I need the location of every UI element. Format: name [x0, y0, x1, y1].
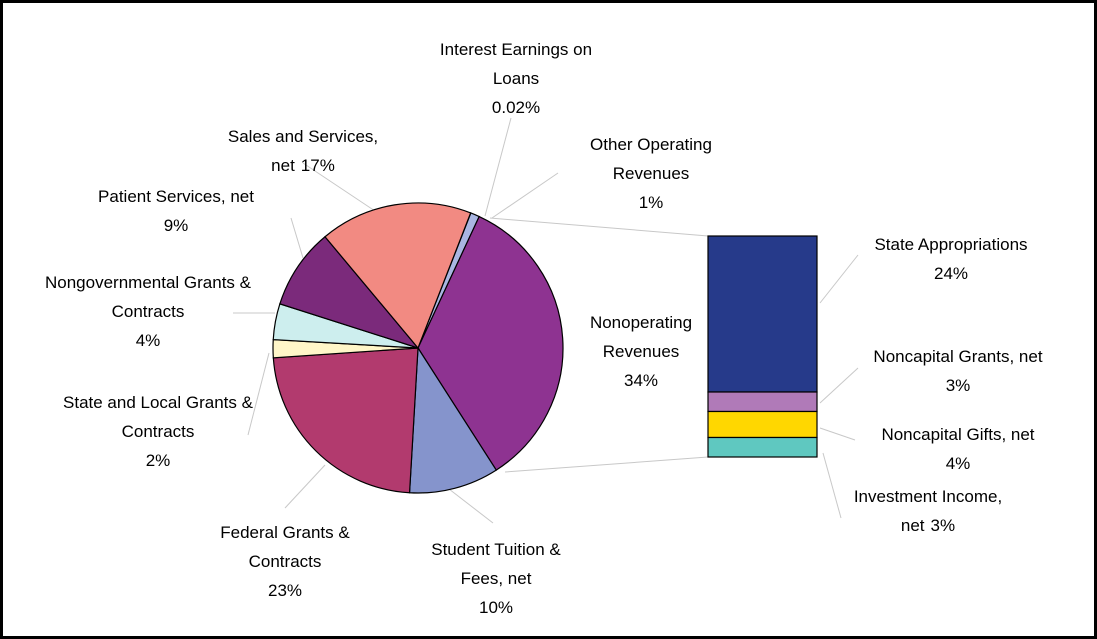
leader-line — [822, 452, 842, 519]
category-label: Noncapital Gifts, net — [881, 425, 1035, 444]
bar-segment — [707, 436, 818, 458]
category-label: State Appropriations — [874, 235, 1028, 254]
category-label: Investment Income, net — [853, 487, 1003, 535]
pie-slice — [417, 215, 564, 471]
data-label: Federal Grants & Contracts 23% — [205, 518, 365, 605]
value-label: 24% — [933, 264, 969, 283]
pie-slice — [408, 346, 498, 494]
value-label: 0.02% — [491, 98, 541, 117]
value-label: 3% — [945, 376, 971, 395]
value-label: 23% — [267, 581, 303, 600]
leader-lines — [233, 117, 859, 524]
value-label: 1% — [638, 193, 664, 212]
value-label: 4% — [945, 454, 971, 473]
category-label: Sales and Services, net — [227, 127, 379, 175]
data-label: Nongovernmental Grants & Contracts 4% — [38, 268, 258, 355]
leader-line — [819, 367, 859, 404]
bar-segment — [707, 235, 818, 393]
leader-line — [448, 488, 494, 524]
category-label: Other Operating Revenues — [590, 135, 712, 183]
leader-line — [484, 117, 512, 217]
leader-line — [302, 162, 382, 216]
category-label: Nongovernmental Grants & Contracts — [45, 273, 251, 321]
data-label: Nonoperating Revenues 34% — [571, 308, 711, 395]
value-label: 9% — [163, 216, 189, 235]
connector-line — [504, 456, 709, 473]
data-label: Student Tuition & Fees, net 10% — [411, 535, 581, 622]
value-label: 10% — [478, 598, 514, 617]
chart — [233, 117, 859, 524]
bar-segment — [707, 410, 818, 439]
category-label: State and Local Grants & Contracts — [63, 393, 253, 441]
category-label: Nonoperating Revenues — [589, 313, 693, 361]
value-label: 17% — [300, 156, 335, 175]
leader-line — [491, 172, 559, 219]
bar-segment — [707, 391, 818, 413]
data-label: Interest Earnings on Loans 0.02% — [426, 35, 606, 122]
category-label: Federal Grants & Contracts — [220, 523, 350, 571]
pie-slice — [324, 202, 472, 350]
pie-slice — [272, 347, 419, 494]
value-label: 4% — [135, 331, 161, 350]
leader-line — [819, 254, 859, 304]
value-label: 34% — [623, 371, 659, 390]
data-label: Noncapital Grants, net 3% — [848, 342, 1068, 400]
data-label: Sales and Services, net 17% — [218, 122, 388, 180]
leader-line — [290, 217, 304, 259]
data-label: State and Local Grants & Contracts 2% — [58, 388, 258, 475]
data-label: State Appropriations 24% — [841, 230, 1061, 288]
data-label: Patient Services, net 9% — [89, 182, 264, 240]
value-label: 2% — [145, 451, 171, 470]
connector-line — [489, 217, 709, 237]
data-label: Investment Income, net 3% — [846, 482, 1011, 540]
leader-line — [284, 464, 326, 509]
leader-line — [819, 427, 856, 441]
category-label: Interest Earnings on Loans — [439, 40, 593, 88]
pie-slice — [279, 235, 420, 350]
value-label: 3% — [930, 516, 956, 535]
data-label: Noncapital Gifts, net 4% — [848, 420, 1068, 478]
leader-line — [247, 352, 270, 436]
category-label: Student Tuition & Fees, net — [431, 540, 561, 588]
category-label: Patient Services, net — [98, 187, 254, 206]
data-label: Other Operating Revenues 1% — [566, 130, 736, 217]
category-label: Noncapital Grants, net — [873, 347, 1043, 366]
